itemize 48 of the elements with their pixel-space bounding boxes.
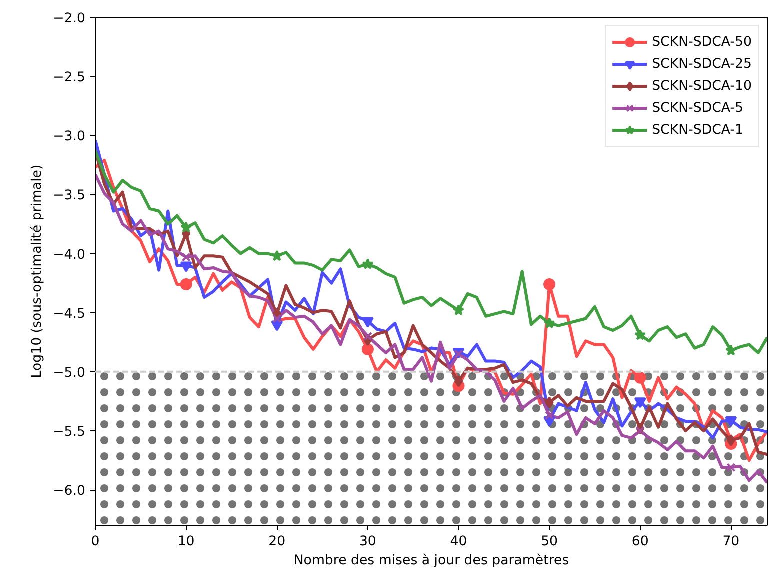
y-axis-title: Log10 (sous-optimalité primale) [30, 164, 46, 378]
y-tick-label: −5.5 [53, 424, 86, 440]
y-tick-label: −5.0 [53, 366, 86, 381]
y-tick-label: −6.0 [53, 484, 86, 500]
point [363, 332, 372, 342]
point [634, 329, 646, 340]
x-axis-title: Nombre des mises à jour des paramètres [294, 554, 570, 568]
point [452, 304, 464, 316]
point [725, 416, 738, 428]
point [726, 434, 736, 446]
point [545, 411, 554, 420]
x-tick-label: 30 [359, 534, 376, 550]
y-tick-label: −4.5 [53, 306, 86, 322]
point [180, 262, 192, 272]
point [362, 343, 374, 356]
legend-label: SCKN-SDCA-5 [652, 100, 744, 116]
x-tick-label: 40 [450, 534, 468, 550]
x-tick-label: 10 [178, 534, 195, 550]
y-tick-label: −3.5 [53, 188, 86, 204]
x-tick-label: 20 [268, 534, 286, 550]
legend-label: SCKN-SDCA-10 [652, 78, 752, 94]
point [544, 317, 556, 329]
y-tick-label: −3.0 [53, 130, 86, 145]
point [726, 463, 736, 472]
legend-label: SCKN-SDCA-25 [652, 56, 752, 72]
point [634, 372, 646, 384]
point [454, 375, 464, 388]
line-series [96, 150, 768, 355]
x-tick-label: 70 [722, 534, 740, 550]
point [725, 344, 737, 356]
x-tick-label: 50 [541, 534, 558, 550]
y-tick-label: −2.5 [53, 70, 86, 86]
point [362, 317, 374, 328]
x-tick-label: 60 [632, 534, 649, 550]
point [545, 396, 554, 409]
point [636, 426, 645, 436]
point [272, 314, 282, 324]
point [362, 258, 374, 270]
y-tick-label: −2.0 [53, 12, 86, 26]
y-tick-label: −4.0 [53, 248, 86, 263]
legend-label: SCKN-SDCA-50 [652, 34, 752, 50]
x-tick-label: 0 [91, 534, 100, 550]
point [634, 398, 646, 408]
legend-label: SCKN-SDCA-1 [652, 122, 744, 138]
point [182, 252, 191, 262]
point [544, 278, 556, 290]
point [180, 278, 192, 290]
point [180, 222, 192, 233]
